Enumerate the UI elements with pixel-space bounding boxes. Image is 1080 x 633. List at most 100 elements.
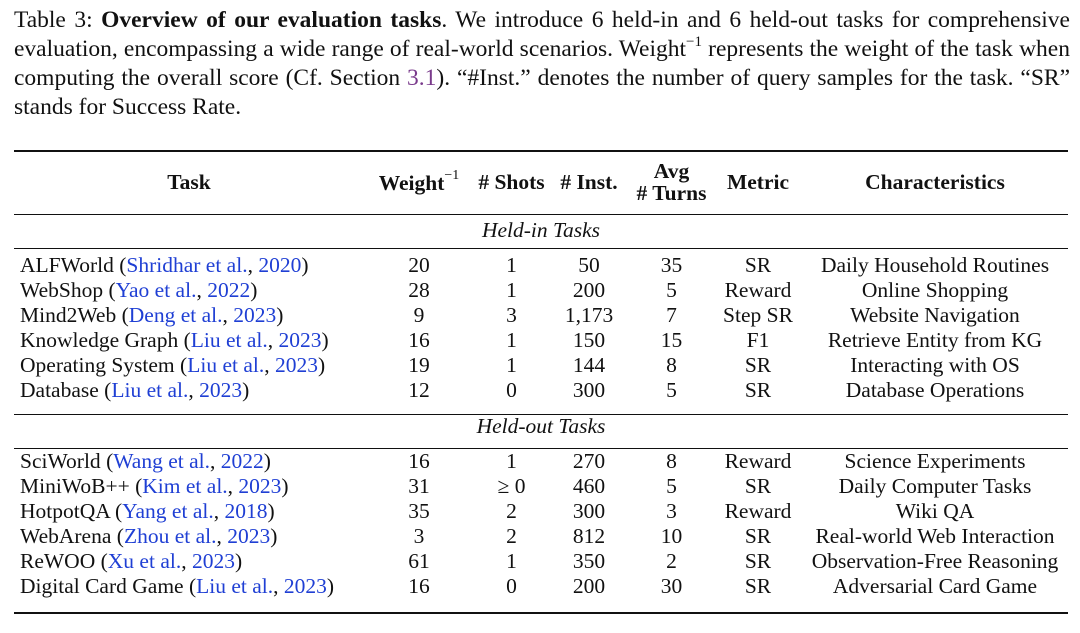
weight-cell: 28: [408, 278, 430, 302]
bottom-rule: [14, 612, 1068, 614]
task-cell: SciWorld (Wang et al., 2022): [20, 449, 271, 473]
citation-link[interactable]: Yang et al.: [122, 499, 214, 523]
task-name: SciWorld: [20, 449, 101, 473]
turns-cell: 2: [666, 549, 677, 573]
task-cell: Database (Liu et al., 2023): [20, 378, 250, 402]
metric-cell: SR: [744, 549, 772, 573]
table-row: Mind2Web (Deng et al., 2023) 9 3 1,173 7 Step…: [14, 303, 1068, 328]
inst-cell: 812: [572, 524, 606, 548]
citation-link[interactable]: Xu et al.: [107, 549, 182, 573]
header-characteristics: Characteristics: [865, 169, 1005, 194]
metric-cell: F1: [746, 328, 770, 352]
citation-year-link[interactable]: 2022: [220, 449, 264, 473]
metric-cell: Step SR: [723, 303, 793, 327]
inst-cell: 200: [572, 278, 606, 302]
inst-cell: 270: [572, 449, 606, 473]
weight-cell: 12: [408, 378, 430, 402]
header-weight: Weight−1: [378, 168, 460, 196]
turns-cell: 5: [666, 278, 677, 302]
citation-link[interactable]: Liu et al.: [196, 574, 274, 598]
header-avg-turns: Avg # Turns: [636, 158, 707, 205]
task-cell: WebArena (Zhou et al., 2023): [20, 524, 278, 548]
characteristics-cell: Retrieve Entity from KG: [827, 328, 1043, 352]
metric-cell: SR: [744, 378, 772, 402]
task-name: Digital Card Game: [20, 574, 184, 598]
task-cell: Operating System (Liu et al., 2023): [20, 353, 326, 377]
turns-cell: 5: [666, 474, 677, 498]
metric-cell: SR: [744, 574, 772, 598]
citation-year-link[interactable]: 2023: [233, 303, 277, 327]
turns-cell: 10: [660, 524, 683, 548]
characteristics-cell: Observation-Free Reasoning: [811, 549, 1059, 573]
task-name: ALFWorld: [20, 253, 114, 277]
weight-cell: 35: [408, 499, 430, 523]
metric-cell: Reward: [724, 278, 792, 302]
table-row: SciWorld (Wang et al., 2022) 16 1 270 8 Rewar…: [14, 449, 1068, 474]
caption-text-a: . We introduce 6 held-in and 6 held-out …: [14, 7, 1070, 62]
citation-year-link[interactable]: 2023: [278, 328, 322, 352]
caption-superscript: −1: [686, 34, 702, 51]
characteristics-cell: Daily Computer Tasks: [838, 474, 1032, 498]
citation-year-link[interactable]: 2023: [238, 474, 282, 498]
characteristics-cell: Website Navigation: [850, 303, 1020, 327]
citation-year-link[interactable]: 2023: [191, 549, 235, 573]
citation-link[interactable]: Deng et al.: [128, 303, 223, 327]
metric-cell: Reward: [724, 499, 792, 523]
table-row: ALFWorld (Shridhar et al., 2020) 20 1 50 35 S…: [14, 253, 1068, 278]
inst-cell: 460: [572, 474, 606, 498]
task-name: Database: [20, 378, 99, 402]
shots-cell: 1: [506, 353, 517, 377]
citation-link[interactable]: Zhou et al.: [123, 524, 217, 548]
header-row: Task Weight−1 # Shots # Inst. Avg # Turns…: [14, 150, 1068, 213]
header-task: Task: [167, 169, 211, 194]
task-name: HotpotQA: [20, 499, 110, 523]
task-cell: ALFWorld (Shridhar et al., 2020): [20, 253, 309, 277]
citation-year-link[interactable]: 2018: [224, 499, 268, 523]
inst-cell: 50: [578, 253, 600, 277]
shots-cell: 1: [506, 328, 517, 352]
caption-text-b: represents the weight of the task when c…: [14, 36, 1070, 91]
characteristics-cell: Database Operations: [845, 378, 1025, 402]
metric-cell: Reward: [724, 449, 792, 473]
task-cell: Digital Card Game (Liu et al., 2023): [20, 574, 335, 598]
citation-link[interactable]: Yao et al.: [115, 278, 197, 302]
citation-year-link[interactable]: 2023: [227, 524, 271, 548]
metric-cell: SR: [744, 524, 772, 548]
turns-cell: 5: [666, 378, 677, 402]
turns-cell: 35: [660, 253, 683, 277]
characteristics-cell: Science Experiments: [844, 449, 1026, 473]
section-link[interactable]: 3.1: [407, 65, 437, 91]
section-title: Held-in Tasks: [481, 217, 601, 242]
shots-cell: 0: [506, 574, 517, 598]
weight-cell: 61: [408, 549, 430, 573]
header-rule: [14, 214, 1068, 215]
citation-year-link[interactable]: 2020: [258, 253, 302, 277]
table-row: WebShop (Yao et al., 2022) 28 1 200 5 Reward O…: [14, 278, 1068, 303]
inst-cell: 300: [572, 499, 606, 523]
citation-link[interactable]: Liu et al.: [111, 378, 189, 402]
evaluation-tasks-table: Task Weight−1 # Shots # Inst. Avg # Turns…: [14, 150, 1068, 605]
task-name: MiniWoB++: [20, 474, 130, 498]
citation-link[interactable]: Kim et al.: [142, 474, 228, 498]
turns-cell: 15: [660, 328, 683, 352]
citation-link[interactable]: Wang et al.: [113, 449, 211, 473]
inst-cell: 200: [572, 574, 606, 598]
inst-cell: 150: [572, 328, 606, 352]
citation-year-link[interactable]: 2023: [283, 574, 327, 598]
citation-link[interactable]: Shridhar et al.: [126, 253, 248, 277]
task-cell: HotpotQA (Yang et al., 2018): [20, 499, 275, 523]
citation-year-link[interactable]: 2023: [274, 353, 318, 377]
citation-link[interactable]: Liu et al.: [190, 328, 268, 352]
turns-cell: 7: [666, 303, 677, 327]
task-name: WebArena: [20, 524, 112, 548]
table-row: Database (Liu et al., 2023) 12 0 300 5 SR Data…: [14, 378, 1068, 403]
section-held-in: Held-in Tasks: [14, 213, 1068, 247]
citation-year-link[interactable]: 2022: [207, 278, 251, 302]
table-caption: Table 3: Overview of our evaluation task…: [14, 6, 1070, 122]
citation-year-link[interactable]: 2023: [199, 378, 243, 402]
shots-cell: 0: [506, 378, 517, 402]
table-row: MiniWoB++ (Kim et al., 2023) 31 ≥ 0 460 5 SR D…: [14, 474, 1068, 499]
weight-cell: 19: [408, 353, 430, 377]
citation-link[interactable]: Liu et al.: [187, 353, 265, 377]
shots-cell: 1: [506, 253, 517, 277]
